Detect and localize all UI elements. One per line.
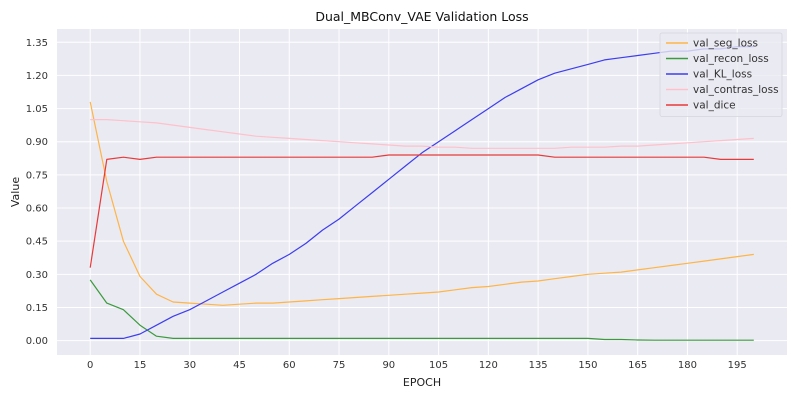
series-line-val-KL-loss (90, 46, 754, 339)
grid-lines (57, 29, 787, 355)
x-tick-label: 60 (283, 360, 296, 371)
y-tick-label: 0.90 (26, 137, 48, 148)
x-tick-label: 75 (333, 360, 346, 371)
x-tick-label: 15 (134, 360, 147, 371)
x-tick-label: 120 (479, 360, 498, 371)
y-tick-label: 0.30 (26, 270, 48, 281)
x-tick-label: 180 (678, 360, 697, 371)
x-tick-label: 45 (233, 360, 246, 371)
series-lines (89, 46, 754, 341)
x-tick-label: 150 (578, 360, 597, 371)
legend-entry-label: val_seg_loss (693, 38, 758, 50)
y-tick-label: 0.75 (26, 170, 48, 181)
x-tick-label: 30 (183, 360, 196, 371)
x-tick-label: 105 (429, 360, 448, 371)
legend-entry-label: val_contras_loss (693, 84, 779, 96)
x-tick-label: 90 (382, 360, 395, 371)
chart-title: Dual_MBConv_VAE Validation Loss (315, 9, 528, 24)
x-tick-label: 0 (87, 360, 93, 371)
y-tick-label: 0.15 (26, 303, 48, 314)
y-tick-label: 1.20 (26, 71, 48, 82)
x-tick-label: 135 (529, 360, 548, 371)
y-tick-label: 0.45 (26, 237, 48, 248)
y-axis-label: Value (9, 177, 22, 207)
x-tick-label: 165 (628, 360, 647, 371)
y-tick-label: 0.00 (26, 336, 48, 347)
x-tick-label: 195 (728, 360, 747, 371)
legend-entry-label: val_dice (693, 100, 736, 112)
series-line-val-recon-loss (89, 279, 754, 341)
legend: val_seg_loss val_recon_loss val_KL_lossval… (659, 32, 783, 117)
y-tick-label: 1.05 (26, 104, 48, 115)
x-axis-label: EPOCH (403, 376, 441, 389)
series-line-val-dice (89, 154, 754, 268)
y-tick-label: 0.60 (26, 204, 48, 215)
series-line-val-contras-loss (90, 118, 754, 149)
x-tick-labels: 0 15 30 45 60 75 90 105 120 135 150 165 180 195 (87, 360, 747, 371)
legend-entry-label: val_KL_loss (693, 69, 752, 81)
legend-box (659, 32, 783, 117)
y-tick-labels: 0.00 0.15 0.30 0.45 0.60 0.75 0.90 1.05 1.20 1.35 (26, 38, 48, 347)
y-tick-label: 1.35 (26, 38, 48, 49)
legend-entry-label: val_recon_loss (693, 53, 769, 65)
